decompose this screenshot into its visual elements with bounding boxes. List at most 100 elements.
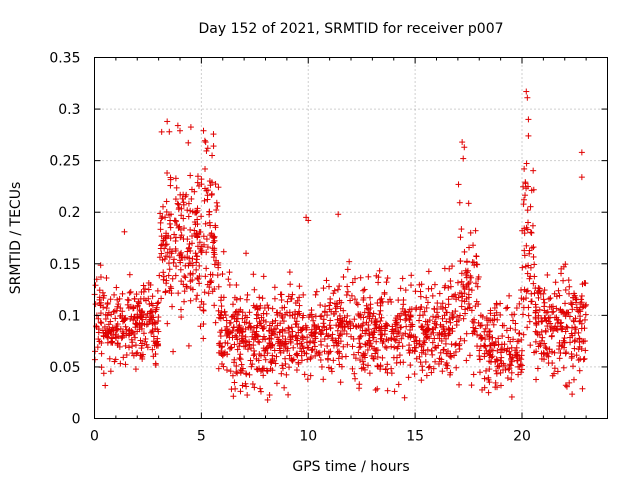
data-point-marker bbox=[310, 317, 317, 324]
data-point-marker bbox=[154, 287, 161, 294]
data-point-marker bbox=[312, 313, 319, 320]
data-point-marker bbox=[161, 245, 168, 252]
data-point-marker bbox=[424, 321, 431, 328]
data-point-marker bbox=[114, 321, 121, 328]
data-point-marker bbox=[256, 351, 263, 358]
data-point-marker bbox=[543, 345, 550, 352]
data-point-marker bbox=[524, 226, 531, 233]
data-point-marker bbox=[399, 343, 406, 350]
data-point-marker bbox=[481, 353, 488, 360]
data-point-marker bbox=[168, 290, 175, 297]
data-point-marker bbox=[237, 306, 244, 313]
data-point-marker bbox=[114, 326, 121, 333]
data-point-marker bbox=[508, 376, 515, 383]
data-point-marker bbox=[198, 247, 205, 254]
data-point-marker bbox=[401, 394, 408, 401]
data-point-marker bbox=[479, 386, 486, 393]
data-point-marker bbox=[552, 279, 559, 286]
data-point-marker bbox=[543, 317, 550, 324]
data-point-marker bbox=[336, 297, 343, 304]
data-point-marker bbox=[193, 209, 200, 216]
data-point-marker bbox=[384, 361, 391, 368]
data-point-marker bbox=[562, 300, 569, 307]
data-point-marker bbox=[487, 310, 494, 317]
data-point-marker bbox=[423, 304, 430, 311]
data-point-marker bbox=[562, 328, 569, 335]
data-point-marker bbox=[461, 290, 468, 297]
data-point-marker bbox=[360, 314, 367, 321]
data-point-marker bbox=[142, 297, 149, 304]
data-point-marker bbox=[579, 385, 586, 392]
data-point-marker bbox=[134, 328, 141, 335]
data-point-marker bbox=[445, 301, 452, 308]
data-point-marker bbox=[217, 297, 224, 304]
data-point-marker bbox=[313, 348, 320, 355]
data-point-marker bbox=[523, 242, 530, 249]
data-point-marker bbox=[311, 330, 318, 337]
data-point-marker bbox=[215, 259, 222, 266]
data-point-marker bbox=[295, 329, 302, 336]
data-point-marker bbox=[163, 208, 170, 215]
data-point-marker bbox=[296, 302, 303, 309]
data-point-marker bbox=[281, 384, 288, 391]
data-point-marker bbox=[308, 326, 315, 333]
data-point-marker bbox=[214, 272, 221, 279]
data-point-marker bbox=[300, 336, 307, 343]
data-point-marker bbox=[234, 311, 241, 318]
data-point-marker bbox=[211, 261, 218, 268]
y-tick-label: 0.15 bbox=[49, 257, 80, 273]
data-points bbox=[91, 88, 590, 403]
y-tick-label: 0.2 bbox=[58, 205, 80, 221]
data-point-marker bbox=[551, 365, 558, 372]
data-point-marker bbox=[226, 269, 233, 276]
data-point-marker bbox=[474, 331, 481, 338]
data-point-marker bbox=[225, 276, 232, 283]
data-point-marker bbox=[526, 318, 533, 325]
data-point-marker bbox=[307, 372, 314, 379]
data-point-marker bbox=[431, 335, 438, 342]
data-point-marker bbox=[344, 288, 351, 295]
data-point-marker bbox=[221, 350, 228, 357]
data-point-marker bbox=[203, 147, 210, 154]
data-point-marker bbox=[365, 306, 372, 313]
data-point-marker bbox=[282, 340, 289, 347]
data-point-marker bbox=[409, 323, 416, 330]
data-point-marker bbox=[137, 337, 144, 344]
data-point-marker bbox=[273, 353, 280, 360]
data-point-marker bbox=[481, 375, 488, 382]
data-point-marker bbox=[447, 319, 454, 326]
data-point-marker bbox=[226, 281, 233, 288]
data-point-marker bbox=[124, 296, 131, 303]
data-point-marker bbox=[187, 172, 194, 179]
data-point-marker bbox=[133, 321, 140, 328]
data-point-marker bbox=[408, 282, 415, 289]
data-point-marker bbox=[277, 291, 284, 298]
data-point-marker bbox=[98, 339, 105, 346]
data-point-marker bbox=[423, 294, 430, 301]
data-point-marker bbox=[213, 199, 220, 206]
data-point-marker bbox=[293, 332, 300, 339]
data-point-marker bbox=[208, 190, 215, 197]
data-point-marker bbox=[137, 352, 144, 359]
data-point-marker bbox=[516, 354, 523, 361]
data-point-marker bbox=[158, 250, 165, 257]
data-point-marker bbox=[533, 376, 540, 383]
data-point-marker bbox=[553, 305, 560, 312]
data-point-marker bbox=[406, 342, 413, 349]
data-point-marker bbox=[189, 262, 196, 269]
data-point-marker bbox=[581, 355, 588, 362]
data-point-marker bbox=[560, 277, 567, 284]
data-point-marker bbox=[104, 333, 111, 340]
data-point-marker bbox=[472, 325, 479, 332]
data-point-marker bbox=[475, 273, 482, 280]
data-point-marker bbox=[155, 314, 162, 321]
data-point-marker bbox=[519, 227, 526, 234]
data-point-marker bbox=[400, 301, 407, 308]
data-point-marker bbox=[266, 328, 273, 335]
data-point-marker bbox=[565, 277, 572, 284]
data-point-marker bbox=[374, 385, 381, 392]
data-point-marker bbox=[506, 361, 513, 368]
data-point-marker bbox=[320, 316, 327, 323]
data-point-marker bbox=[253, 311, 260, 318]
data-point-marker bbox=[498, 354, 505, 361]
